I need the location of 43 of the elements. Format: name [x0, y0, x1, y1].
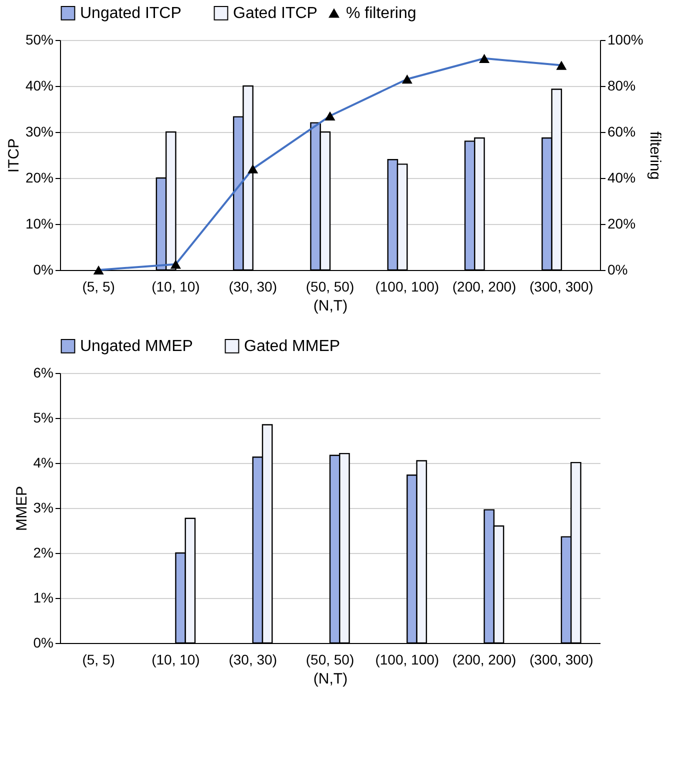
y-tick-label: 2% — [33, 544, 54, 560]
y2-tick-label: 20% — [608, 216, 636, 232]
y-tick-label: 3% — [33, 500, 54, 516]
x-axis-title: (N,T) — [313, 298, 348, 314]
x-tick-label: (30, 30) — [228, 278, 277, 294]
x-tick-label: (100, 100) — [375, 278, 440, 294]
y-tick-label: 0% — [33, 262, 54, 278]
legend-label: Gated ITCP — [233, 5, 318, 22]
y-tick-label: 5% — [33, 410, 54, 426]
y-tick-label: 4% — [33, 454, 54, 470]
y-tick-label: 0% — [33, 634, 54, 650]
y-tick-label: 50% — [25, 32, 54, 48]
y2-tick-label: 0% — [608, 262, 628, 278]
y2-axis-title: filtering — [646, 131, 664, 180]
y2-tick-label: 60% — [608, 124, 636, 140]
x-axis-title: (N,T) — [313, 670, 348, 688]
y-tick-label: 10% — [25, 216, 54, 232]
y2-tick-label: 100% — [608, 32, 644, 48]
legend-label: Ungated MMEP — [80, 338, 193, 356]
y2-tick-label: 40% — [608, 170, 636, 186]
x-tick-label: (300, 300) — [530, 652, 594, 668]
legend-label: Gated MMEP — [244, 338, 340, 356]
x-tick-label: (200, 200) — [452, 652, 516, 668]
x-tick-label: (50, 50) — [306, 278, 354, 294]
x-tick-label: (300, 300) — [530, 278, 594, 294]
x-tick-label: (100, 100) — [375, 652, 440, 668]
y-tick-label: 30% — [25, 124, 54, 140]
x-tick-label: (10, 10) — [152, 652, 200, 668]
x-tick-label: (5, 5) — [82, 278, 115, 294]
y-tick-label: 40% — [25, 78, 54, 94]
y-tick-label: 20% — [25, 170, 54, 186]
y-axis-title: ITCP — [5, 138, 22, 173]
legend-label: % filtering — [346, 5, 416, 22]
y-tick-label: 1% — [33, 590, 54, 606]
x-tick-label: (5, 5) — [82, 652, 115, 668]
y2-tick-label: 80% — [608, 78, 636, 94]
x-tick-label: (10, 10) — [152, 278, 200, 294]
y-axis-title: MMEP — [13, 486, 30, 531]
x-tick-label: (30, 30) — [228, 652, 277, 668]
legend-label: Ungated ITCP — [80, 5, 182, 22]
y-tick-label: 6% — [33, 364, 54, 380]
x-tick-label: (50, 50) — [306, 652, 354, 668]
x-tick-label: (200, 200) — [452, 278, 516, 294]
